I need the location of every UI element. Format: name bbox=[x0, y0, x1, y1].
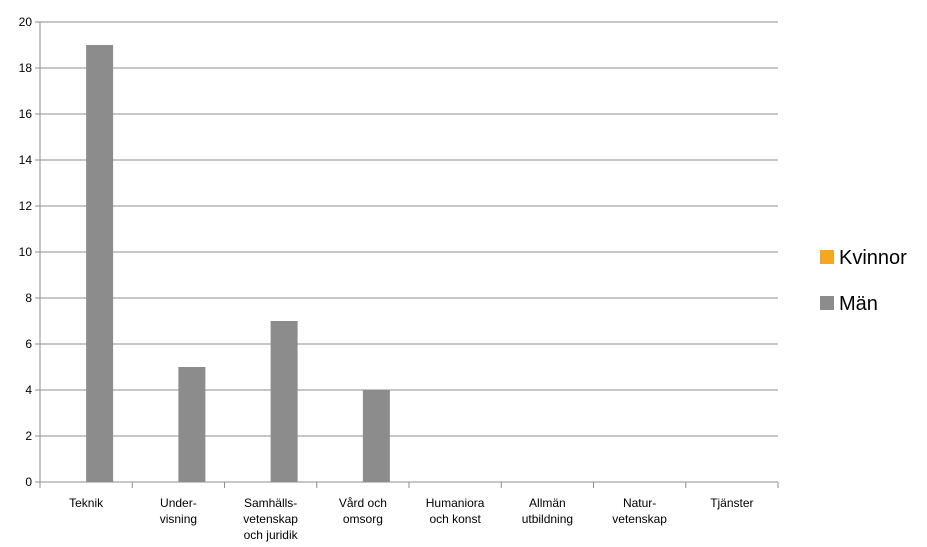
x-category-label-line: Vård och bbox=[339, 496, 387, 510]
x-category-label-line: vetenskap bbox=[612, 512, 667, 526]
x-category-label: Vård och omsorg bbox=[339, 496, 387, 526]
x-category-label-line: visning bbox=[160, 512, 197, 526]
y-tick-label: 16 bbox=[19, 107, 33, 121]
x-category-label-line: och konst bbox=[429, 512, 481, 526]
x-category-labels: Teknik Under-visning Samhälls-vetenskap och… bbox=[69, 496, 753, 542]
bar-m-n bbox=[362, 390, 390, 482]
legend-label: Kvinnor bbox=[839, 247, 907, 269]
x-category-label-line: Teknik bbox=[69, 496, 104, 510]
x-category-label: Samhälls-vetenskap och juridik bbox=[243, 496, 298, 542]
y-tick-label: 10 bbox=[19, 245, 33, 259]
x-category-label: Under-visning bbox=[160, 496, 197, 526]
y-tick-label: 8 bbox=[25, 291, 32, 305]
bar-m-n bbox=[178, 367, 206, 482]
legend-swatch bbox=[820, 296, 834, 310]
x-category-label-line: Under- bbox=[160, 496, 197, 510]
x-category-label-line: Samhälls- bbox=[244, 496, 297, 510]
x-category-label-line: Natur- bbox=[623, 496, 656, 510]
y-tick-label: 6 bbox=[25, 337, 32, 351]
y-tick-label: 4 bbox=[25, 383, 32, 397]
y-tick-label: 12 bbox=[19, 199, 33, 213]
x-category-label: Humaniora och konst bbox=[426, 496, 485, 526]
y-tick-label: 14 bbox=[19, 153, 33, 167]
y-tick-label: 20 bbox=[19, 15, 33, 29]
x-category-label: Natur-vetenskap bbox=[612, 496, 667, 526]
bar-m-n bbox=[270, 321, 298, 482]
y-tick-label: 2 bbox=[25, 429, 32, 443]
x-category-label-line: utbildning bbox=[522, 512, 573, 526]
x-category-label: Teknik bbox=[69, 496, 104, 510]
x-category-label-line: Tjänster bbox=[710, 496, 753, 510]
legend: Kvinnor Män bbox=[820, 247, 907, 315]
x-category-label-line: vetenskap bbox=[243, 512, 298, 526]
x-category-label-line: Allmän bbox=[529, 496, 566, 510]
bars bbox=[86, 45, 390, 482]
x-category-label-line: omsorg bbox=[343, 512, 383, 526]
x-category-label-line: och juridik bbox=[244, 528, 299, 542]
gridlines bbox=[40, 21, 778, 437]
legend-label: Män bbox=[839, 293, 878, 315]
x-category-label-line: Humaniora bbox=[426, 496, 485, 510]
bar-m-n bbox=[86, 45, 114, 482]
y-tick-labels: 0 2 4 6 8 10 12 14 16 18 20 bbox=[19, 15, 33, 489]
axes bbox=[35, 21, 779, 488]
legend-swatch bbox=[820, 250, 834, 264]
x-category-label: Tjänster bbox=[710, 496, 753, 510]
x-category-label: Allmän utbildning bbox=[522, 496, 573, 526]
y-tick-label: 0 bbox=[25, 475, 32, 489]
y-tick-label: 18 bbox=[19, 61, 33, 75]
